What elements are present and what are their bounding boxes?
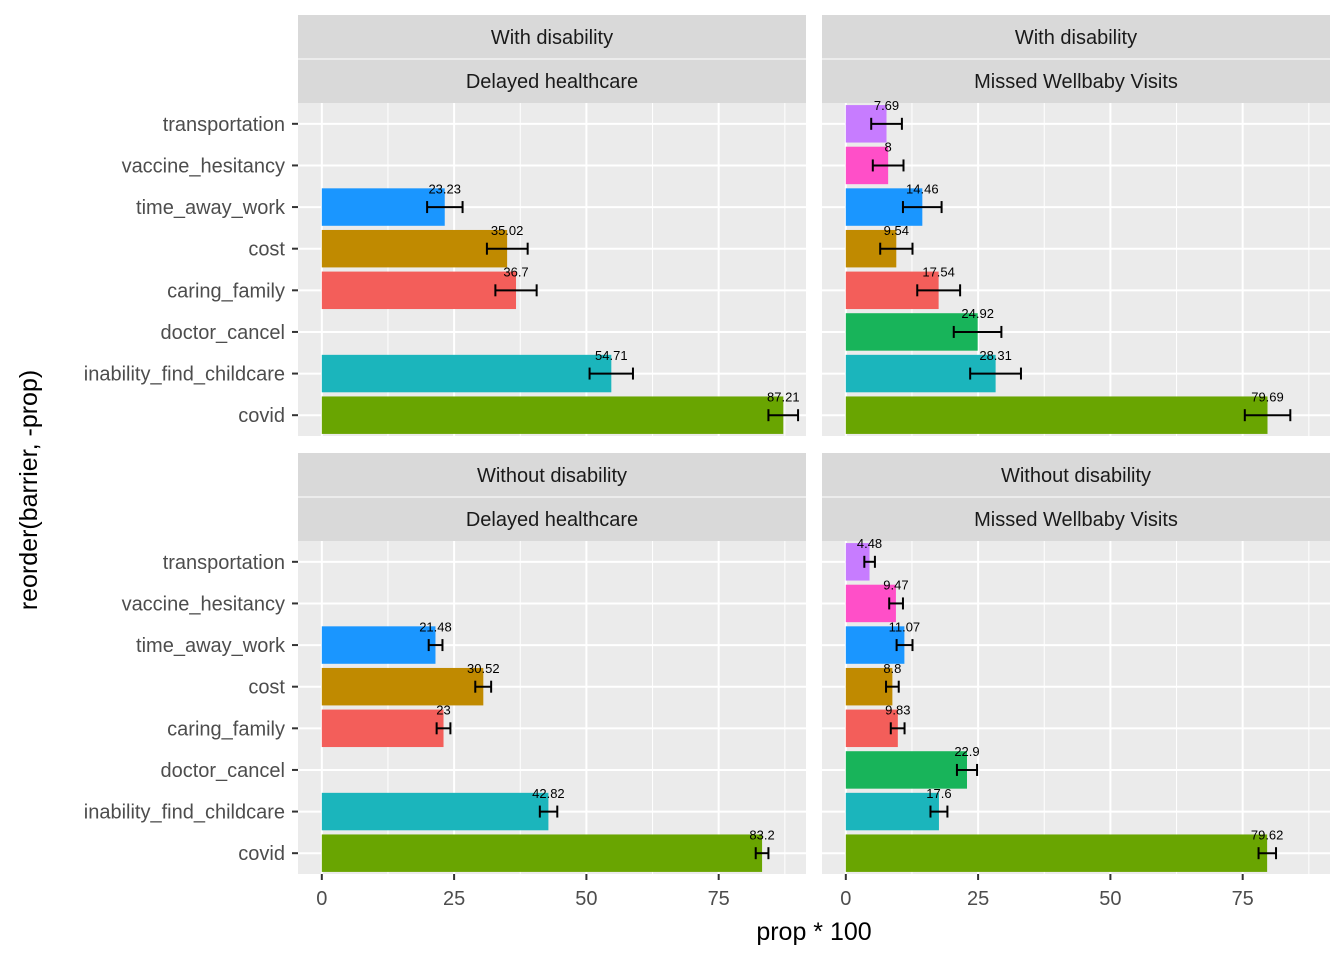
strip-bottom-bg: [298, 59, 806, 103]
data-label: 9.83: [885, 703, 910, 718]
bar: [845, 709, 898, 748]
y-tick-label: cost: [248, 239, 285, 261]
data-label: 8.8: [883, 661, 901, 676]
x-tick-label: 25: [967, 888, 989, 910]
bar: [321, 667, 484, 706]
y-tick-label: time_away_work: [136, 197, 286, 219]
data-label: 17.54: [922, 265, 955, 280]
x-tick-label: 0: [316, 888, 327, 910]
y-tick-label: covid: [238, 405, 285, 427]
y-tick-label: caring_family: [167, 718, 285, 740]
data-label: 79.62: [1251, 827, 1284, 842]
strip-bottom-bg: [298, 497, 806, 541]
data-label: 8: [885, 140, 892, 155]
y-tick-label: doctor_cancel: [160, 322, 285, 344]
facet-panel: With disability Missed Wellbaby Visits 7.6…: [822, 15, 1330, 436]
y-tick-label: caring_family: [167, 280, 285, 302]
strip-top-bg: [298, 453, 806, 497]
bar: [321, 709, 444, 748]
strip-label: Missed Wellbaby Visits: [974, 71, 1178, 93]
data-label: 11.07: [889, 619, 921, 634]
data-label: 36.7: [503, 265, 528, 280]
strip-label: Without disability: [1001, 465, 1151, 487]
x-tick-label: 0: [840, 888, 851, 910]
bar: [321, 626, 436, 664]
bar: [321, 271, 517, 310]
facet-panel: Without disability Delayed healthcare 21.4…: [84, 453, 806, 910]
strip-label: With disability: [1015, 27, 1137, 49]
x-tick-label: 50: [575, 888, 597, 910]
data-label: 7.69: [874, 98, 899, 113]
y-tick-label: vaccine_hesitancy: [122, 593, 285, 615]
y-tick-label: doctor_cancel: [160, 760, 285, 782]
bar: [845, 751, 967, 789]
data-label: 24.92: [961, 306, 994, 321]
strip-bottom-bg: [822, 59, 1330, 103]
bar: [321, 354, 612, 393]
strip-label: Delayed healthcare: [466, 509, 638, 531]
data-label: 87.21: [767, 389, 800, 404]
strip-label: With disability: [491, 27, 613, 49]
y-tick-label: time_away_work: [136, 635, 286, 657]
data-label: 14.46: [906, 181, 939, 196]
y-tick-label: inability_find_childcare: [84, 364, 285, 386]
data-label: 42.82: [532, 786, 565, 801]
data-label: 30.52: [467, 661, 500, 676]
data-label: 17.6: [926, 786, 951, 801]
strip-top-bg: [298, 15, 806, 59]
data-label: 21.48: [419, 619, 452, 634]
data-label: 9.47: [883, 578, 908, 593]
bar: [321, 792, 549, 831]
strip-bottom-bg: [822, 497, 1330, 541]
data-label: 54.71: [595, 348, 628, 363]
data-label: 22.9: [954, 744, 979, 759]
strip-label: Without disability: [477, 465, 627, 487]
bar: [845, 626, 905, 664]
data-label: 28.31: [979, 348, 1012, 363]
data-label: 23: [436, 703, 450, 718]
facet-panel: Without disability Missed Wellbaby Visits…: [822, 453, 1330, 910]
data-label: 79.69: [1251, 389, 1284, 404]
x-tick-label: 50: [1099, 888, 1121, 910]
y-tick-label: cost: [248, 677, 285, 699]
bar: [845, 792, 939, 831]
strip-top-bg: [822, 453, 1330, 497]
bar: [321, 396, 784, 434]
x-axis-title: prop * 100: [756, 918, 871, 946]
bar: [845, 543, 870, 581]
bar: [845, 584, 896, 623]
data-label: 23.23: [428, 181, 461, 196]
data-label: 83.2: [749, 827, 774, 842]
facet-panel: With disability Delayed healthcare 23.23 35…: [84, 15, 806, 436]
y-tick-label: covid: [238, 843, 285, 865]
y-tick-label: transportation: [163, 552, 285, 574]
data-label: 4.48: [857, 536, 882, 551]
x-tick-label: 25: [443, 888, 465, 910]
bar: [845, 667, 893, 706]
bar: [321, 834, 763, 872]
y-axis-title: reorder(barrier, -prop): [15, 370, 43, 610]
data-label: 35.02: [491, 223, 524, 238]
y-tick-label: transportation: [163, 114, 285, 136]
strip-label: Missed Wellbaby Visits: [974, 509, 1178, 531]
data-label: 9.54: [884, 223, 909, 238]
y-tick-label: inability_find_childcare: [84, 802, 285, 824]
x-tick-label: 75: [708, 888, 730, 910]
bar: [321, 229, 508, 268]
bar: [321, 188, 445, 226]
x-tick-label: 75: [1232, 888, 1254, 910]
strip-top-bg: [822, 15, 1330, 59]
bar: [845, 396, 1268, 434]
bar: [845, 834, 1268, 872]
strip-label: Delayed healthcare: [466, 71, 638, 93]
y-tick-label: vaccine_hesitancy: [122, 155, 285, 177]
